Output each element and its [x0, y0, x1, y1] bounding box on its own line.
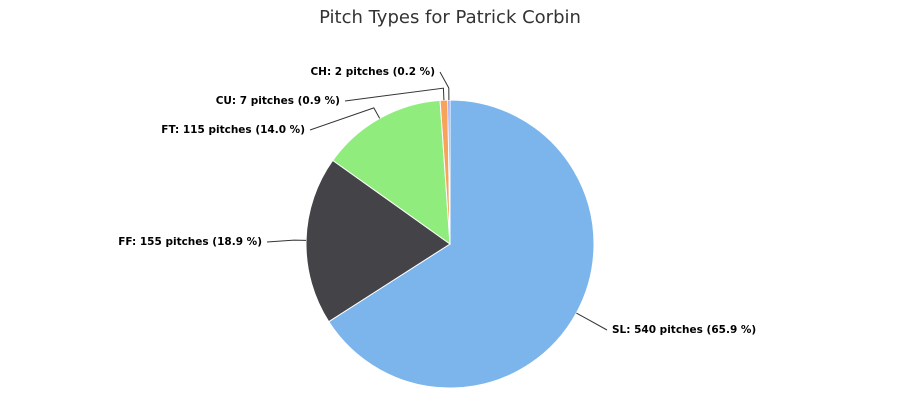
connector — [439, 71, 450, 101]
data-label: FT: 115 pitches (14.0 %) — [161, 124, 305, 136]
data-label: CU: 7 pitches (0.9 %) — [216, 95, 340, 107]
connector — [266, 239, 307, 243]
data-label: SL: 540 pitches (65.9 %) — [612, 324, 756, 336]
chart-title: Pitch Types for Patrick Corbin — [319, 7, 581, 28]
pie-slice — [328, 99, 595, 389]
connector — [344, 87, 445, 102]
pie-slice — [332, 99, 451, 246]
connector — [576, 312, 608, 331]
data-label: FF: 155 pitches (18.9 %) — [118, 236, 262, 248]
pie-slice — [447, 99, 451, 245]
connector — [309, 107, 381, 131]
data-label: CH: 2 pitches (0.2 %) — [310, 66, 435, 78]
